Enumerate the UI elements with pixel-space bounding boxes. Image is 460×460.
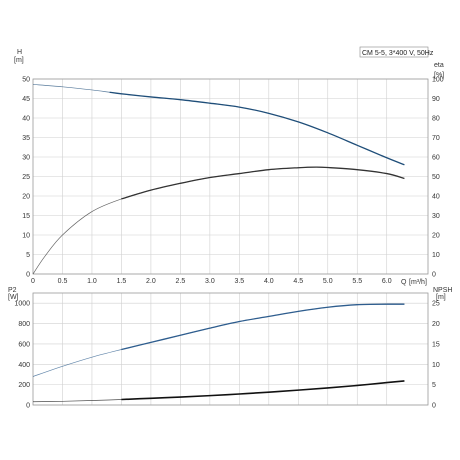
left-tick-label: 30 xyxy=(22,155,30,162)
left-tick-label: 1000 xyxy=(14,301,30,308)
left-tick-label: 800 xyxy=(18,321,30,328)
left-tick-label: 45 xyxy=(22,96,30,103)
plot-frames xyxy=(32,78,429,406)
series-line-thin-h xyxy=(32,84,405,166)
x-axis-unit: [m³/h] xyxy=(409,279,427,286)
left-tick-label: 20 xyxy=(22,194,30,201)
axis-titles: H [m] eta [%] Q [m³/h] P2 [W] NPSH [m] xyxy=(8,49,452,301)
x-tick-label: 6.0 xyxy=(382,278,392,285)
left-tick-label: 50 xyxy=(22,77,30,84)
left-tick-label: 5 xyxy=(26,252,30,259)
series-line-h xyxy=(109,91,405,166)
left-tick-label: 25 xyxy=(22,174,30,181)
left-tick-label: 35 xyxy=(22,135,30,142)
x-tick-label: 5.0 xyxy=(323,278,333,285)
top-left-axis-unit: [m] xyxy=(14,57,24,64)
x-tick-label: 0 xyxy=(31,278,35,285)
x-tick-label: 2.0 xyxy=(146,278,156,285)
bottom-right-axis-unit: [m] xyxy=(436,294,446,301)
right-tick-label: 20 xyxy=(432,321,440,328)
right-tick-label: 0 xyxy=(432,403,436,410)
series-line-thin-eta xyxy=(32,166,405,275)
left-tick-label: 400 xyxy=(18,362,30,369)
tick-labels: 0 0.5 1.0 1.5 2.0 2.5 3.0 3.5 4.0 4.5 5.0 5.5 6.0 0 5 1… xyxy=(14,77,443,410)
bottom-left-axis-label: P2 xyxy=(8,287,17,294)
right-tick-label: 60 xyxy=(432,155,440,162)
top-right-axis-label: eta xyxy=(434,62,444,69)
left-tick-label: 0 xyxy=(26,272,30,279)
right-tick-label: 40 xyxy=(432,194,440,201)
right-tick-label: 30 xyxy=(432,213,440,220)
right-tick-label: 20 xyxy=(432,233,440,240)
grid-layer xyxy=(33,78,428,406)
right-tick-label: 0 xyxy=(432,272,436,279)
bottom-left-axis-unit: [W] xyxy=(8,294,19,301)
right-tick-label: 25 xyxy=(432,301,440,308)
right-tick-label: 10 xyxy=(432,252,440,259)
x-tick-label: 4.5 xyxy=(293,278,303,285)
series-line-npsh xyxy=(121,380,405,401)
left-tick-label: 15 xyxy=(22,213,30,220)
right-tick-label: 100 xyxy=(432,77,444,84)
plot-frame-1 xyxy=(32,292,429,406)
series-line-eta xyxy=(121,166,405,200)
legend-text: CM 5-5, 3*400 V, 50Hz xyxy=(362,50,434,57)
series-line-thin-npsh xyxy=(32,380,405,403)
left-tick-label: 0 xyxy=(26,403,30,410)
x-tick-label: 2.5 xyxy=(176,278,186,285)
x-tick-label: 3.5 xyxy=(234,278,244,285)
right-tick-label: 5 xyxy=(432,382,436,389)
x-axis-label: Q xyxy=(401,279,407,286)
right-tick-label: 10 xyxy=(432,362,440,369)
series-layer xyxy=(32,84,405,403)
top-right-axis-unit: [%] xyxy=(434,72,444,79)
x-tick-label: 1.5 xyxy=(117,278,127,285)
left-tick-label: 600 xyxy=(18,341,30,348)
x-tick-label: 0.5 xyxy=(58,278,68,285)
x-tick-label: 4.0 xyxy=(264,278,274,285)
right-tick-label: 50 xyxy=(432,174,440,181)
right-tick-label: 15 xyxy=(432,341,440,348)
x-tick-label: 3.0 xyxy=(205,278,215,285)
legend: CM 5-5, 3*400 V, 50Hz xyxy=(359,46,434,58)
legend-box xyxy=(359,46,429,58)
left-tick-label: 40 xyxy=(22,116,30,123)
x-tick-label: 5.5 xyxy=(352,278,362,285)
right-tick-label: 70 xyxy=(432,135,440,142)
left-tick-label: 10 xyxy=(22,233,30,240)
series-line-p2 xyxy=(121,303,405,351)
left-tick-label: 200 xyxy=(18,382,30,389)
top-left-axis-label: H xyxy=(17,49,22,56)
series-line-thin-p2 xyxy=(32,303,405,377)
bottom-right-axis-label: NPSH xyxy=(433,287,452,294)
plot-frame-0 xyxy=(32,78,429,275)
right-tick-label: 90 xyxy=(432,96,440,103)
right-tick-label: 80 xyxy=(432,116,440,123)
x-tick-label: 1.0 xyxy=(87,278,97,285)
